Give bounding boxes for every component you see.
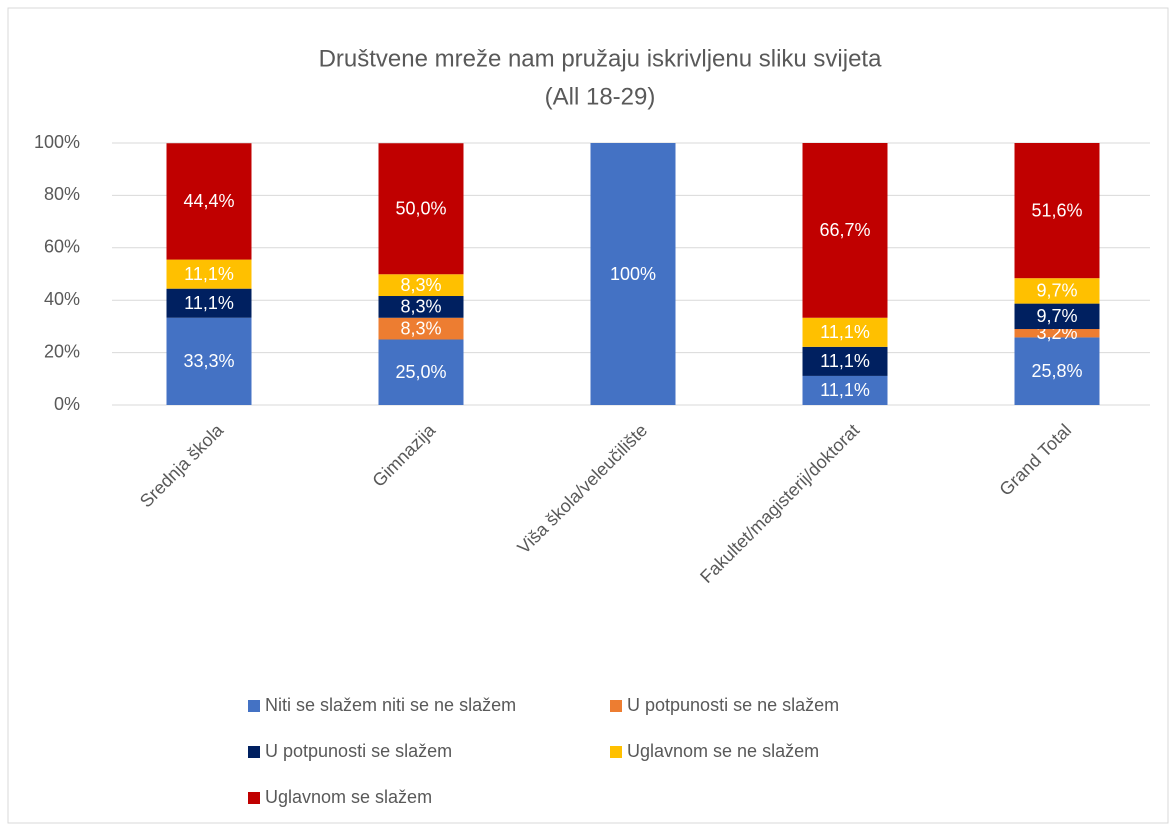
legend-swatch — [610, 746, 622, 758]
data-label: 11,1% — [184, 264, 234, 284]
data-label: 33,3% — [183, 351, 234, 371]
data-label: 8,3% — [400, 275, 441, 295]
data-label: 11,1% — [184, 293, 234, 313]
bar-segment — [590, 143, 676, 405]
legend-label: Niti se slažem niti se ne slažem — [265, 695, 516, 715]
data-label: 8,3% — [400, 297, 441, 317]
y-tick-label: 0% — [54, 394, 80, 414]
legend-label: U potpunosti se ne slažem — [627, 695, 839, 715]
legend-label: Uglavnom se ne slažem — [627, 741, 819, 761]
data-label: 100% — [610, 264, 656, 284]
y-tick-label: 100% — [34, 132, 80, 152]
data-label: 8,3% — [400, 318, 441, 338]
bar-segment — [1014, 143, 1100, 279]
data-label: 11,1% — [820, 351, 870, 371]
bar-segment — [166, 259, 252, 289]
data-label: 11,1% — [820, 380, 870, 400]
bar-segment — [166, 143, 252, 260]
bar-segment — [802, 143, 888, 318]
y-tick-label: 60% — [44, 237, 80, 257]
chart-subtitle: (All 18-29) — [545, 83, 656, 110]
data-label: 25,0% — [395, 362, 446, 382]
data-label: 50,0% — [395, 199, 446, 219]
y-tick-label: 80% — [44, 184, 80, 204]
bar-segment — [378, 339, 464, 405]
legend-swatch — [248, 746, 260, 758]
bar-segment — [378, 296, 464, 318]
bar-segment — [802, 375, 888, 405]
data-label: 25,8% — [1031, 361, 1082, 381]
data-label: 9,7% — [1036, 281, 1077, 301]
y-tick-label: 40% — [44, 289, 80, 309]
bar-segment — [1014, 278, 1100, 304]
bar-segment — [378, 274, 464, 297]
bar-segment — [1014, 337, 1100, 405]
legend-swatch — [248, 792, 260, 804]
data-label: 51,6% — [1031, 200, 1082, 220]
bar-segment — [802, 317, 888, 347]
chart-frame — [7, 7, 1169, 824]
data-label: 11,1% — [820, 322, 870, 342]
bar-segment — [378, 143, 464, 275]
chart-title: Društvene mreže nam pružaju iskrivljenu … — [319, 45, 883, 72]
bar-segment — [1014, 329, 1100, 338]
legend-label: Uglavnom se slažem — [265, 787, 432, 807]
legend-label: U potpunosti se slažem — [265, 741, 452, 761]
legend-swatch — [610, 700, 622, 712]
legend-swatch — [248, 700, 260, 712]
data-label: 66,7% — [819, 220, 870, 240]
bar-segment — [166, 288, 252, 318]
bar-segment — [166, 317, 252, 405]
y-tick-label: 20% — [44, 341, 80, 361]
data-label: 9,7% — [1036, 306, 1077, 326]
bar-segment — [1014, 303, 1100, 330]
bar-segment — [802, 346, 888, 376]
data-label: 44,4% — [183, 191, 234, 211]
bar-segment — [378, 317, 464, 340]
